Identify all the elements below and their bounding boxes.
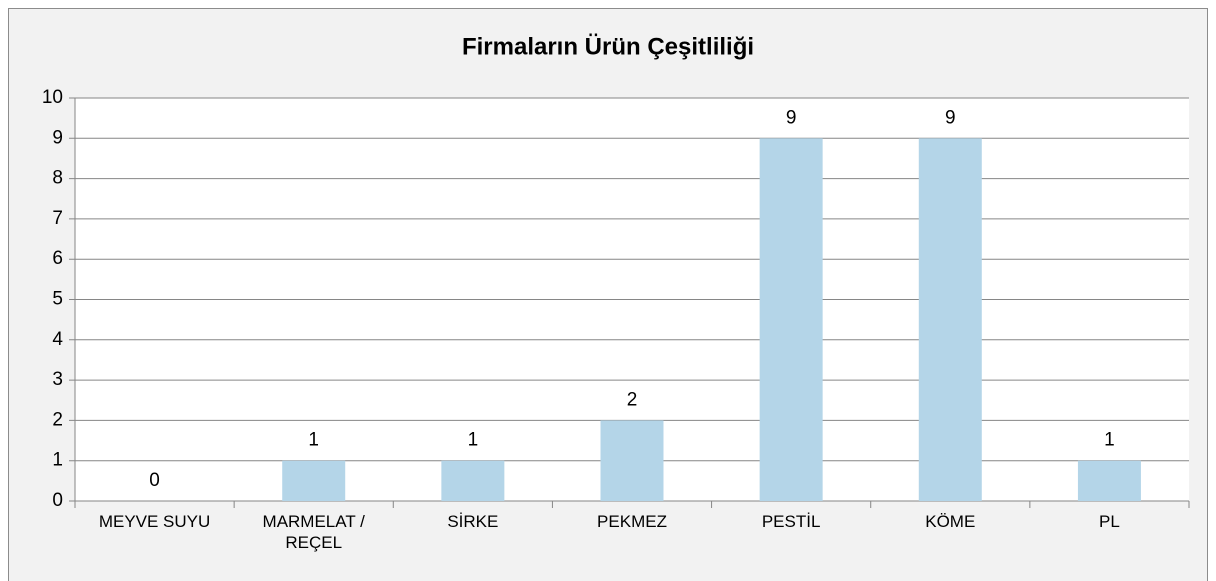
y-tick-label: 8 xyxy=(52,168,63,189)
y-tick-label: 2 xyxy=(52,409,63,430)
bar xyxy=(759,138,823,502)
data-label: 1 xyxy=(308,430,319,451)
data-label: 2 xyxy=(627,389,638,410)
x-tick-label: PESTİL xyxy=(761,512,821,531)
bar xyxy=(441,460,505,501)
bar xyxy=(282,460,346,501)
y-tick-label: 3 xyxy=(52,369,63,390)
data-label: 0 xyxy=(149,470,160,491)
bar xyxy=(1077,460,1141,501)
y-tick-label: 6 xyxy=(52,248,63,269)
x-tick-label: KÖME xyxy=(925,512,976,531)
data-label: 9 xyxy=(786,107,797,128)
y-tick-label: 5 xyxy=(52,289,63,310)
data-label: 9 xyxy=(945,107,956,128)
y-tick-label: 10 xyxy=(42,87,63,108)
x-tick-label: SİRKE xyxy=(447,512,499,531)
y-tick-label: 7 xyxy=(52,208,63,229)
y-tick-label: 0 xyxy=(52,490,63,511)
chart-title: Firmaların Ürün Çeşitliliği xyxy=(462,33,754,60)
y-tick-label: 1 xyxy=(52,450,63,471)
data-label: 1 xyxy=(1104,430,1115,451)
x-tick-label: PL xyxy=(1099,512,1120,531)
x-tick-label: PEKMEZ xyxy=(597,512,667,531)
x-tick-label: MEYVE SUYU xyxy=(98,512,211,531)
x-tick-label: MARMELAT / REÇEL xyxy=(262,512,365,552)
y-tick-label: 9 xyxy=(52,127,63,148)
data-label: 1 xyxy=(468,430,479,451)
bar xyxy=(600,420,664,501)
y-tick-label: 4 xyxy=(52,329,63,350)
bar xyxy=(918,138,982,502)
